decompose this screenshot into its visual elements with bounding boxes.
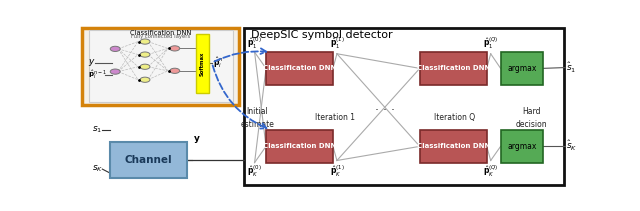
Text: Classification DNN: Classification DNN [417,143,490,149]
Text: $\hat{\mathbf{p}}_K^{(0)}$: $\hat{\mathbf{p}}_K^{(0)}$ [247,164,262,179]
Text: $\hat{\mathbf{p}}_{i}^{n-1}$: $\hat{\mathbf{p}}_{i}^{n-1}$ [88,69,107,82]
Text: $\hat{\mathbf{p}}_K^{(Q)}$: $\hat{\mathbf{p}}_K^{(Q)}$ [483,164,499,179]
Text: $\hat{\mathbf{p}}_K^{(1)}$: $\hat{\mathbf{p}}_K^{(1)}$ [330,164,344,179]
Text: DeepSIC symbol detector: DeepSIC symbol detector [251,30,393,40]
FancyBboxPatch shape [89,30,233,103]
Text: $\hat{\mathbf{p}}_1^{(0)}$: $\hat{\mathbf{p}}_1^{(0)}$ [247,35,262,50]
Text: Softmax: Softmax [200,51,205,76]
Text: $y$: $y$ [88,57,95,68]
FancyBboxPatch shape [266,130,333,163]
FancyBboxPatch shape [110,142,187,178]
Text: $s_1$: $s_1$ [92,125,102,135]
Text: Classification DNN: Classification DNN [263,143,336,149]
Ellipse shape [110,46,120,51]
Ellipse shape [110,69,120,74]
Text: $\hat{\mathbf{p}}_{i}^{n}$: $\hat{\mathbf{p}}_{i}^{n}$ [213,55,223,70]
FancyBboxPatch shape [420,52,487,85]
Text: argmax: argmax [507,64,536,73]
FancyBboxPatch shape [196,34,209,93]
FancyBboxPatch shape [420,130,487,163]
Ellipse shape [170,68,180,73]
FancyBboxPatch shape [244,28,564,185]
Text: Classification DNN: Classification DNN [263,65,336,71]
FancyBboxPatch shape [266,52,333,85]
Ellipse shape [140,77,150,82]
Text: $\hat{\mathbf{p}}_1^{(Q)}$: $\hat{\mathbf{p}}_1^{(Q)}$ [483,35,499,50]
Ellipse shape [140,52,150,57]
Text: Iteration Q: Iteration Q [434,114,475,122]
Text: . . .: . . . [375,100,395,113]
Text: Iteration 1: Iteration 1 [316,114,355,122]
Text: Initial
estimate: Initial estimate [241,107,275,129]
Text: argmax: argmax [507,142,536,151]
FancyBboxPatch shape [500,52,543,85]
Ellipse shape [140,39,150,44]
Text: $\hat{s}_K$: $\hat{s}_K$ [566,139,577,153]
Ellipse shape [140,64,150,69]
Text: $\hat{s}_1$: $\hat{s}_1$ [566,61,577,75]
Text: Classification DNN: Classification DNN [417,65,490,71]
Text: $\hat{\mathbf{p}}_1^{(1)}$: $\hat{\mathbf{p}}_1^{(1)}$ [330,35,344,50]
FancyBboxPatch shape [83,28,239,105]
Text: $\mathbf{y}$: $\mathbf{y}$ [193,134,200,145]
Ellipse shape [170,46,180,51]
Text: $s_K$: $s_K$ [92,164,104,174]
Text: Channel: Channel [124,155,172,165]
FancyBboxPatch shape [500,130,543,163]
Text: Fully connected layers: Fully connected layers [131,34,191,39]
Text: Hard
decision: Hard decision [516,107,547,129]
Text: Classification DNN: Classification DNN [130,30,191,36]
